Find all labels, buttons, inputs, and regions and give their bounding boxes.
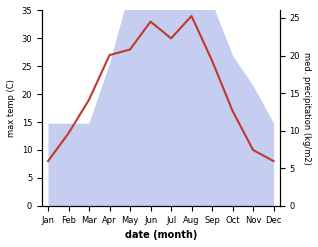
Y-axis label: max temp (C): max temp (C) xyxy=(7,79,16,137)
Y-axis label: med. precipitation (kg/m2): med. precipitation (kg/m2) xyxy=(302,52,311,165)
X-axis label: date (month): date (month) xyxy=(125,230,197,240)
